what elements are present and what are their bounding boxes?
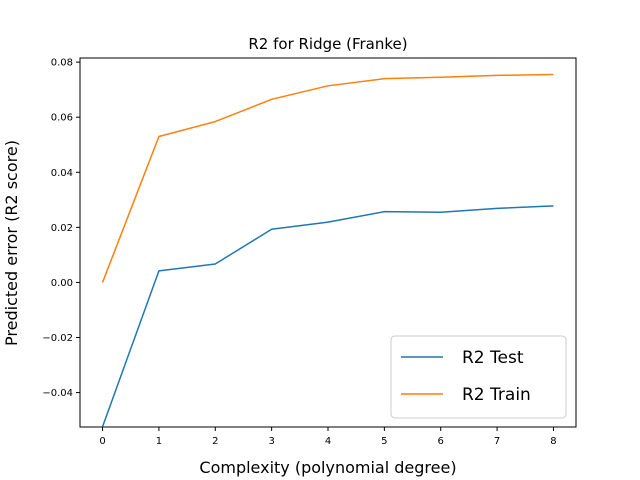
- y-tick-label: 0.06: [51, 113, 73, 124]
- y-tick-label: 0.08: [51, 58, 73, 69]
- x-tick-label: 6: [438, 436, 444, 447]
- x-axis: 0 1 2 3 4 5 6 7 8: [99, 427, 557, 447]
- y-tick-label: 0.00: [51, 278, 73, 289]
- chart-title: R2 for Ridge (Franke): [248, 35, 407, 53]
- y-tick-label: −0.04: [42, 388, 73, 399]
- x-tick-label: 4: [325, 436, 331, 447]
- series-line-r2-train: [101, 73, 554, 283]
- x-tick-label: 8: [550, 436, 556, 447]
- x-axis-label: Complexity (polynomial degree): [199, 458, 456, 477]
- y-tick-label: 0.04: [51, 168, 73, 179]
- x-tick-label: 7: [494, 436, 500, 447]
- legend: R2 Test R2 Train: [390, 335, 567, 419]
- x-tick-label: 2: [212, 436, 218, 447]
- series-lines: [101, 73, 554, 427]
- y-axis: −0.04 −0.02 0.00 0.02 0.04 0.06 0.08: [42, 58, 80, 399]
- y-axis-label: Predicted error (R2 score): [2, 140, 21, 346]
- legend-label-r2-test: R2 Test: [462, 348, 524, 368]
- x-tick-label: 5: [381, 436, 387, 447]
- x-tick-label: 1: [156, 436, 162, 447]
- x-tick-label: 3: [268, 436, 274, 447]
- series-line-r2-test: [101, 205, 554, 427]
- legend-label-r2-train: R2 Train: [462, 385, 531, 405]
- y-tick-label: −0.02: [42, 333, 73, 344]
- x-tick-label: 0: [99, 436, 105, 447]
- y-tick-label: 0.02: [51, 223, 73, 234]
